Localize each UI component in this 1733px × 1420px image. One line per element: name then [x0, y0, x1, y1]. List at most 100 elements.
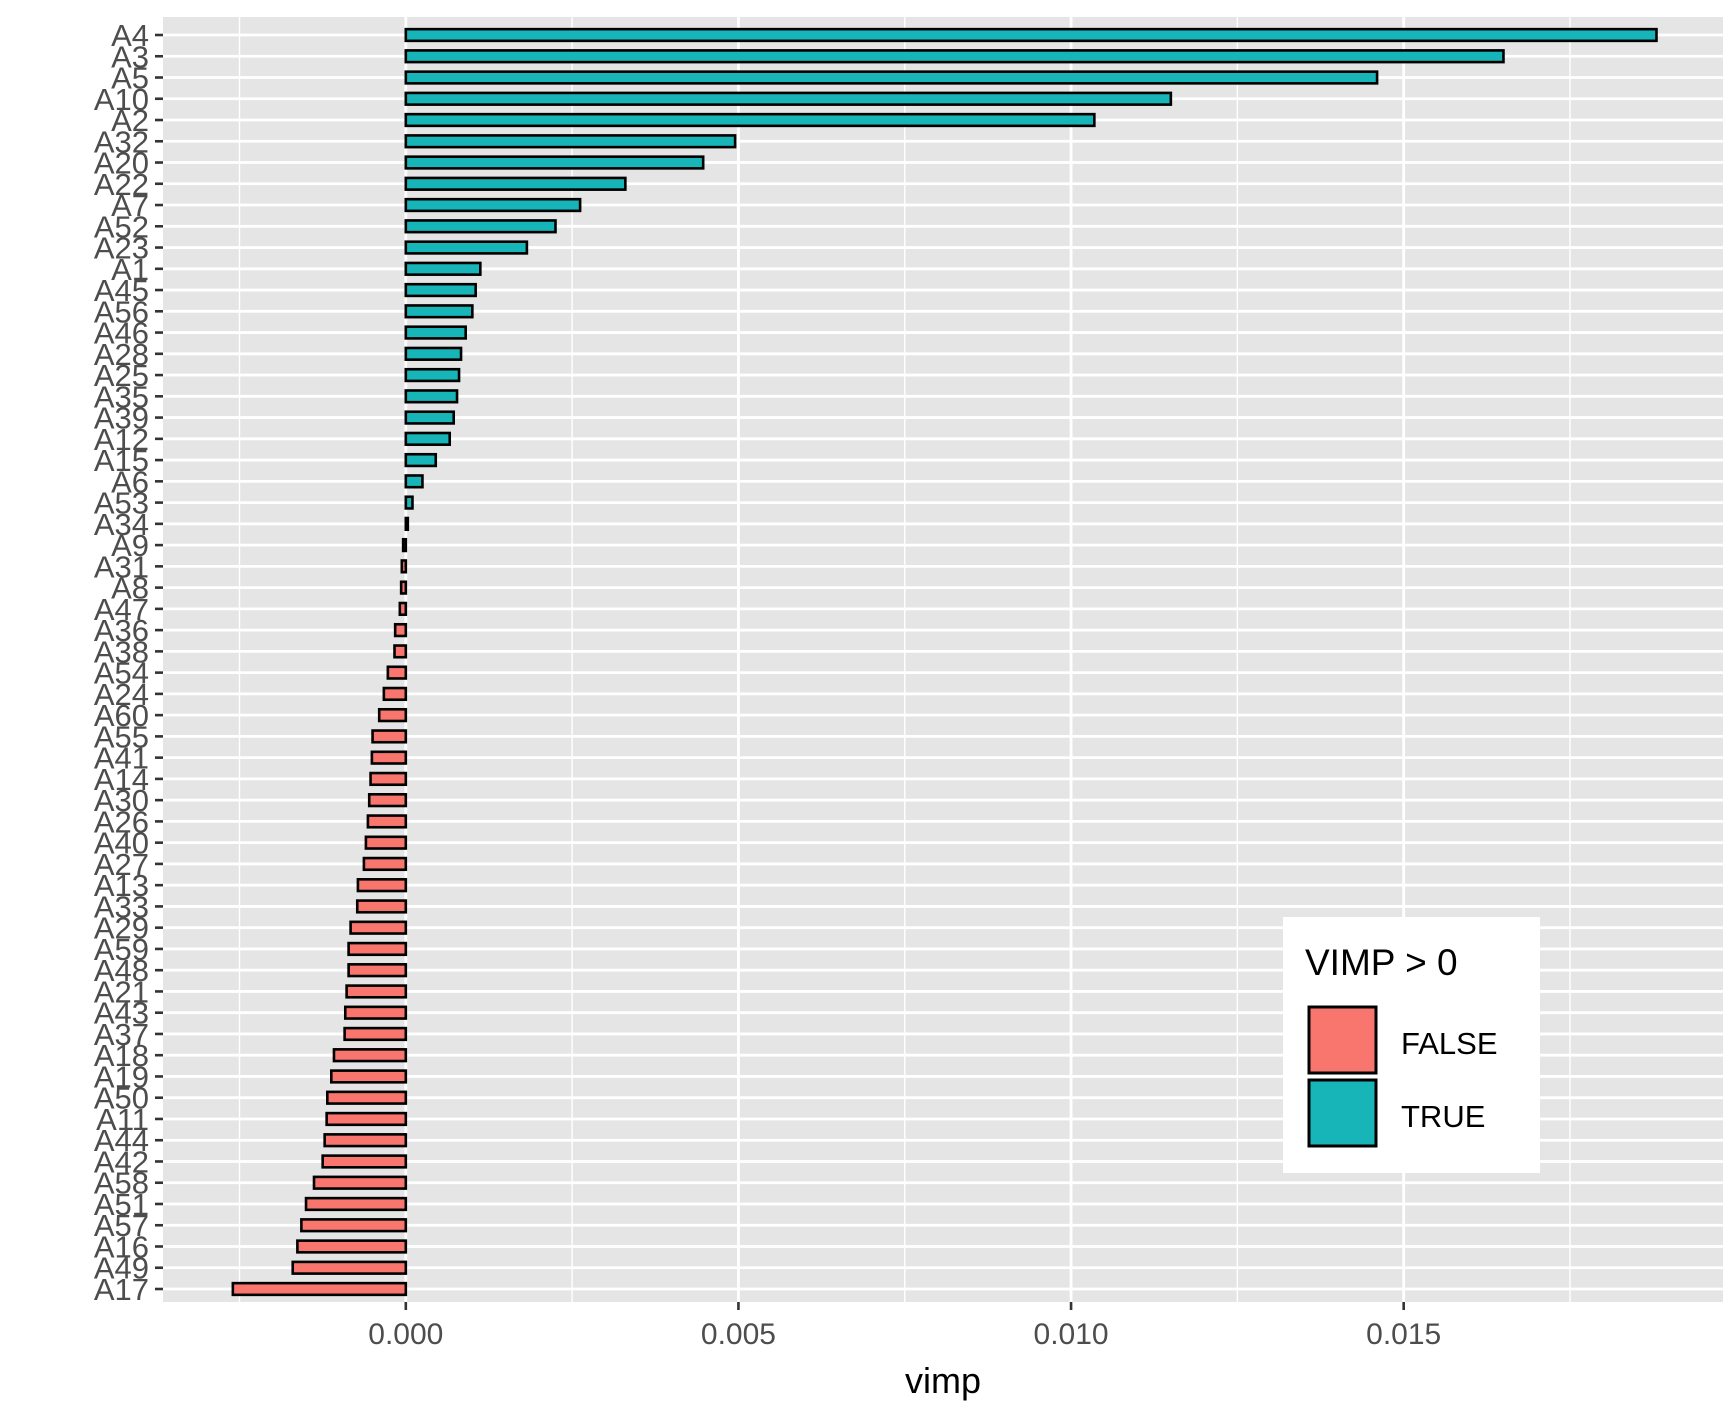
y-tick-label: A54 — [94, 656, 149, 691]
y-tick-label: A10 — [94, 82, 149, 117]
legend-key-false — [1307, 1005, 1378, 1075]
y-tick-label: A49 — [94, 1251, 149, 1286]
y-tick-label: A22 — [94, 167, 149, 202]
y-tick-label: A25 — [94, 358, 149, 393]
y-tick-label: A9 — [111, 528, 149, 563]
y-tick-label: A39 — [94, 401, 149, 436]
y-tick-label: A12 — [94, 422, 149, 457]
y-tick-label: A8 — [111, 571, 149, 606]
bar-A27 — [362, 856, 408, 872]
y-tick-label: A37 — [94, 1017, 149, 1052]
bar-A4 — [404, 27, 1658, 43]
y-tick-label: A51 — [94, 1187, 149, 1222]
x-tick-label: 0.005 — [701, 1318, 776, 1351]
bar-A23 — [404, 240, 529, 255]
legend-title: VIMP > 0 — [1305, 942, 1458, 983]
bar-A19 — [330, 1069, 408, 1084]
bar-A15 — [404, 452, 438, 468]
bar-A7 — [404, 197, 582, 213]
bar-A16 — [296, 1239, 408, 1254]
legend-label-false: FALSE — [1401, 1026, 1498, 1061]
y-tick-label: A1 — [111, 252, 149, 287]
y-tick-label: A58 — [94, 1166, 149, 1201]
bar-A18 — [332, 1048, 408, 1063]
y-tick-label: A7 — [111, 188, 149, 223]
y-tick-label: A47 — [94, 592, 149, 627]
bar-A6 — [404, 474, 424, 489]
y-tick-label: A21 — [94, 974, 149, 1009]
y-tick-label: A34 — [94, 507, 149, 542]
y-tick-label: A4 — [111, 18, 149, 53]
y-tick-label: A13 — [94, 868, 149, 903]
x-tick-label: 0.010 — [1034, 1318, 1109, 1351]
y-tick-label: A15 — [94, 443, 149, 478]
x-axis-title: vimp — [905, 1360, 981, 1401]
y-tick-label: A24 — [94, 677, 149, 712]
legend-key-true — [1307, 1078, 1378, 1148]
bar-A51 — [304, 1196, 408, 1212]
bar-A60 — [377, 707, 408, 723]
bar-A22 — [404, 176, 627, 191]
y-tick-label: A18 — [94, 1038, 149, 1073]
y-tick-label: A36 — [94, 613, 149, 648]
bar-A5 — [404, 70, 1379, 85]
bar-A1 — [404, 261, 482, 276]
y-tick-label: A5 — [111, 61, 149, 96]
bar-A42 — [321, 1154, 408, 1169]
y-tick-label: A46 — [94, 316, 149, 351]
bar-A17 — [231, 1281, 408, 1297]
y-tick-label: A35 — [94, 379, 149, 414]
bar-A33 — [355, 899, 408, 914]
bar-A52 — [404, 219, 557, 234]
y-tick-label: A19 — [94, 1059, 149, 1094]
y-tick-label: A50 — [94, 1081, 149, 1116]
y-tick-label: A3 — [111, 39, 149, 74]
bar-A25 — [404, 367, 461, 383]
y-axis: A4A3A5A10A2A32A20A22A7A52A23A1A45A56A46A… — [94, 18, 163, 1307]
y-tick-label: A48 — [94, 953, 149, 988]
bar-A2 — [404, 112, 1096, 128]
y-tick-label: A45 — [94, 273, 149, 308]
y-tick-label: A38 — [94, 634, 149, 669]
y-tick-label: A42 — [94, 1144, 149, 1179]
bar-A28 — [404, 346, 463, 361]
y-tick-label: A11 — [96, 1102, 149, 1137]
y-tick-label: A60 — [94, 698, 149, 733]
bar-A26 — [366, 814, 408, 829]
y-tick-label: A29 — [94, 911, 149, 946]
y-tick-label: A41 — [94, 741, 149, 776]
y-tick-label: A59 — [94, 932, 149, 967]
bar-A45 — [404, 282, 477, 298]
y-tick-label: A16 — [94, 1229, 149, 1264]
y-tick-label: A17 — [94, 1272, 149, 1307]
y-tick-label: A57 — [94, 1208, 149, 1243]
bar-A34 — [404, 516, 410, 531]
bar-A58 — [312, 1175, 408, 1190]
bar-A41 — [370, 750, 408, 765]
bar-A56 — [404, 304, 474, 319]
legend: VIMP > 0 FALSE TRUE — [1283, 917, 1540, 1173]
bar-A30 — [367, 793, 408, 808]
x-tick-label: 0.015 — [1366, 1318, 1441, 1351]
bar-A47 — [398, 601, 408, 617]
y-tick-label: A6 — [111, 464, 149, 499]
bars — [231, 27, 1658, 1297]
y-tick-label: A30 — [94, 783, 149, 818]
bar-A32 — [404, 134, 737, 149]
bar-A31 — [400, 559, 408, 574]
bar-A43 — [343, 1005, 408, 1020]
y-tick-label: A40 — [94, 826, 149, 861]
bar-A38 — [393, 644, 408, 659]
y-tick-label: A2 — [111, 103, 149, 138]
bar-A13 — [356, 878, 408, 893]
bar-A24 — [382, 686, 408, 702]
bar-A3 — [404, 49, 1505, 64]
y-tick-label: A53 — [94, 486, 149, 521]
bar-A11 — [325, 1111, 408, 1127]
bar-A37 — [343, 1026, 408, 1042]
y-tick-label: A20 — [94, 146, 149, 181]
x-tick-label: 0.000 — [368, 1318, 443, 1351]
bar-A46 — [404, 325, 467, 340]
bar-A50 — [326, 1090, 408, 1105]
y-tick-label: A31 — [94, 549, 149, 584]
